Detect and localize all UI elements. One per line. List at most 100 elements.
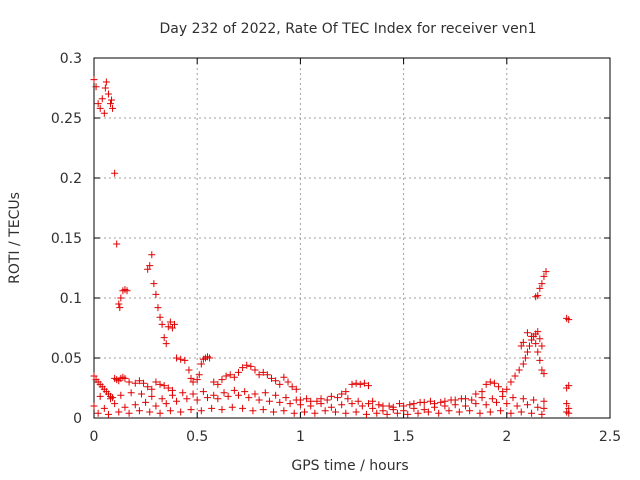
data-point [507,378,515,386]
data-point [303,395,311,403]
data-point [342,388,350,396]
data-point [352,408,360,416]
data-point [495,383,503,391]
data-point [540,370,548,378]
data-point [90,76,98,84]
data-points [90,76,573,418]
x-axis-label: GPS time / hours [291,458,408,474]
data-point [313,397,321,405]
data-point [100,109,108,117]
data-point [239,404,247,412]
y-tick-label: 0 [73,411,82,427]
data-point [517,408,525,416]
data-point [284,378,292,386]
data-point [162,340,170,348]
y-tick-label: 0.15 [51,231,82,247]
data-point [523,348,531,356]
data-point [385,402,393,410]
data-point [90,402,98,410]
data-point [369,404,377,412]
data-point [168,324,176,332]
data-point [148,385,156,393]
data-point [311,409,319,417]
data-point [521,354,529,362]
data-point [156,409,164,417]
data-point [290,409,298,417]
data-point [135,377,143,385]
data-point [509,394,517,402]
data-point [92,83,100,91]
data-point [447,396,455,404]
data-point [348,400,356,408]
data-point [193,396,201,404]
data-point [189,390,197,398]
data-point [528,332,536,340]
data-point [445,407,453,415]
data-point [197,407,205,415]
data-point [148,392,156,400]
data-point [170,320,178,328]
data-point [280,373,288,381]
data-point [526,342,534,350]
data-point [131,401,139,409]
data-point [519,395,527,403]
data-point [239,364,247,372]
data-point [113,240,121,248]
data-point [540,397,548,405]
data-point [323,396,331,404]
y-tick-label: 0.25 [51,111,82,127]
x-tick-label: 0 [90,429,99,445]
y-tick-label: 0.3 [60,51,82,67]
data-point [532,340,540,348]
data-point [497,407,505,415]
data-point [255,371,263,379]
data-point [538,410,546,418]
data-point [115,408,123,416]
data-point [538,366,546,374]
data-point [156,380,164,388]
data-point [224,392,232,400]
data-point [321,407,329,415]
data-point [280,407,288,415]
data-point [451,401,459,409]
data-point [111,400,119,408]
data-point [272,391,280,399]
data-point [148,251,156,259]
data-point [344,395,352,403]
data-point [117,391,125,399]
data-point [565,409,573,417]
data-point [152,378,160,386]
data-point [259,406,267,414]
axes: 0 0.5 1 1.5 2 2.5 0 0.05 0.1 0.15 0.2 0.25 0.3 [51,51,621,445]
data-point [490,379,498,387]
data-point [261,389,269,397]
data-point [472,400,480,408]
data-point [204,394,212,402]
data-point [565,382,573,390]
data-point [168,391,176,399]
data-point [486,408,494,416]
data-point [206,354,214,362]
data-point [338,390,346,398]
data-point [140,379,148,387]
data-point [365,382,373,390]
data-point [177,408,185,416]
data-point [492,398,500,406]
data-point [360,379,368,387]
data-point [282,394,290,402]
data-point [331,408,339,416]
data-point [107,395,115,403]
data-point [102,78,110,86]
data-point [218,406,226,414]
data-point [352,379,360,387]
plot-frame [93,57,611,419]
data-point [222,372,230,380]
data-point [389,406,397,414]
data-point [123,287,131,295]
y-tick-label: 0.05 [51,351,82,367]
data-point [373,409,381,417]
data-point [195,371,203,379]
data-point [247,362,255,370]
data-point [111,169,119,177]
